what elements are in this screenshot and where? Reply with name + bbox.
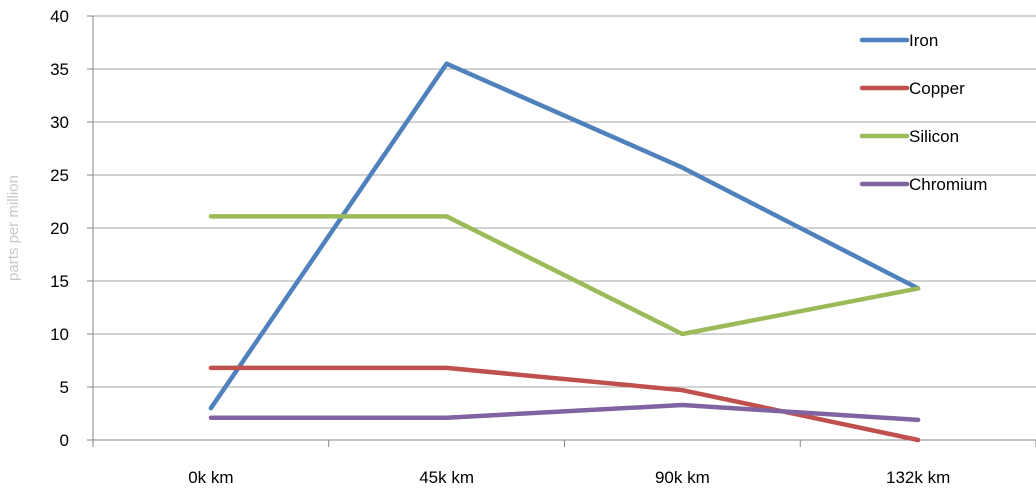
series-line-iron [208, 61, 921, 411]
series-line-chromium [208, 402, 921, 423]
legend: Iron Copper Silicon Chromium [859, 31, 987, 194]
y-tick-label: 20 [50, 219, 69, 238]
x-tick-label: 132k km [886, 468, 950, 487]
y-tick-label: 15 [50, 272, 69, 291]
y-tick-label: 0 [60, 431, 69, 450]
y-tick-label: 10 [50, 325, 69, 344]
y-tick-label: 40 [50, 7, 69, 26]
x-tick-label: 90k km [655, 468, 710, 487]
y-tick-label: 25 [50, 166, 69, 185]
y-tick-label: 35 [50, 60, 69, 79]
series-line-silicon [208, 214, 921, 337]
legend-label-iron: Iron [909, 31, 938, 50]
legend-label-chromium: Chromium [909, 175, 987, 194]
series-lines [208, 61, 921, 443]
gridlines [93, 15, 1036, 388]
y-tick-label: 30 [50, 113, 69, 132]
axes [87, 15, 1036, 447]
tick-labels: 0 5 10 15 20 25 30 35 40 0k km 45k km 90k km 132k km [50, 7, 950, 487]
y-axis-label: parts per million [5, 175, 22, 281]
y-tick-label: 5 [60, 378, 69, 397]
x-tick-label: 45k km [419, 468, 474, 487]
legend-label-silicon: Silicon [909, 127, 959, 146]
x-tick-label: 0k km [188, 468, 233, 487]
series-line-copper [208, 365, 921, 443]
legend-label-copper: Copper [909, 79, 965, 98]
